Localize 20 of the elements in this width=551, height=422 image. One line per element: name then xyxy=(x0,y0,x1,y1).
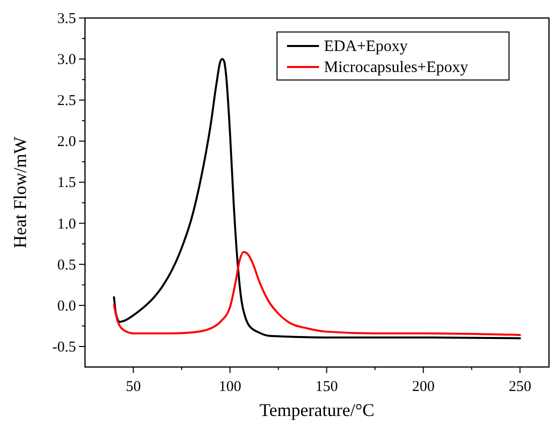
y-tick-label: 1.0 xyxy=(57,216,76,232)
x-tick-label: 50 xyxy=(126,379,141,395)
y-axis-title: Heat Flow/mW xyxy=(10,136,30,248)
x-axis-title: Temperature/°C xyxy=(260,400,374,420)
x-tick-label: 100 xyxy=(218,379,242,395)
y-tick-label: 3.5 xyxy=(57,11,76,27)
x-tick-label: 250 xyxy=(508,379,532,395)
y-tick-label: -0.5 xyxy=(52,339,76,356)
legend-label: EDA+Epoxy xyxy=(324,38,408,55)
y-tick-label: 0.5 xyxy=(57,257,76,274)
y-tick-label: 0.0 xyxy=(57,298,76,314)
line-series xyxy=(113,58,521,340)
line-series xyxy=(113,251,521,336)
y-tick-label: 1.5 xyxy=(57,175,76,192)
x-tick-label: 150 xyxy=(315,379,338,395)
y-tick-label: 2.5 xyxy=(57,93,76,110)
x-tick-label: 200 xyxy=(412,379,435,395)
y-tick-label: 2.0 xyxy=(57,134,76,150)
legend-label: Microcapsules+Epoxy xyxy=(324,59,468,76)
y-tick-label: 3.0 xyxy=(57,52,76,68)
